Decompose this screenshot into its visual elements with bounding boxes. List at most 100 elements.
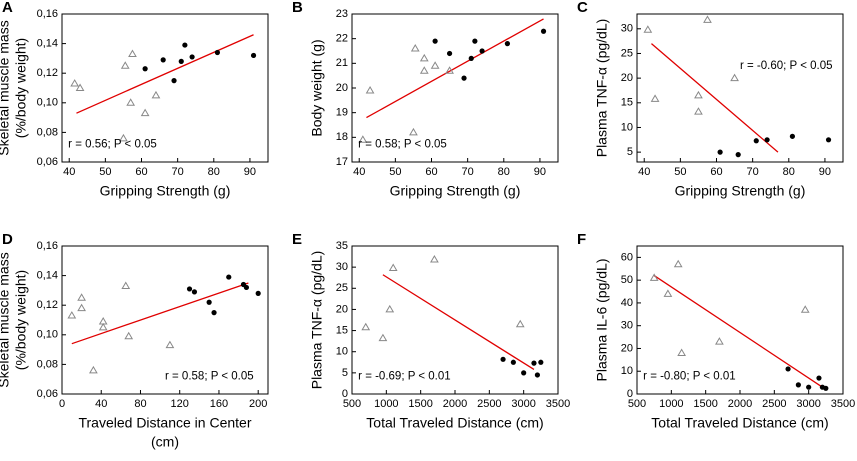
x-tick-label: 50	[389, 166, 401, 178]
triangle-point	[151, 90, 161, 99]
triangle-point	[515, 319, 525, 328]
circle-point	[823, 385, 829, 391]
y-tick-label: 5	[342, 367, 348, 379]
x-tick-label: 80	[498, 166, 510, 178]
x-tick-label: 2500	[762, 398, 786, 410]
y-tick-label: 30	[621, 320, 633, 332]
circle-point	[540, 28, 547, 34]
y-tick-label: 0,10	[37, 97, 58, 109]
triangle-point	[419, 66, 429, 74]
annotation: r = 0.56; P < 0.05	[68, 138, 157, 150]
annotation: r = -0.60; P < 0.05	[740, 60, 833, 72]
circle-point	[789, 133, 796, 139]
y-tick-label: 10	[336, 346, 348, 358]
annotation: r = 0.58; P < 0.05	[358, 138, 447, 150]
x-tick-label: 60	[425, 166, 437, 178]
triangle-point	[730, 73, 739, 82]
panel-letter: B	[292, 0, 303, 16]
circle-point	[142, 66, 148, 72]
x-axis-label: (cm)	[151, 434, 179, 450]
circle-point	[250, 52, 257, 59]
circle-point	[461, 75, 467, 81]
x-tick-label: 2000	[728, 398, 752, 410]
triangle-point	[365, 85, 375, 94]
y-tick-label: 50	[621, 274, 633, 286]
circle-point	[186, 286, 193, 292]
x-tick-label: 70	[747, 166, 759, 178]
y-tick-label: 5	[627, 146, 633, 158]
y-tick-label: 19	[336, 107, 348, 119]
circle-point	[735, 152, 741, 158]
y-tick-label: 10	[621, 365, 633, 377]
y-tick-label: 20	[621, 342, 633, 354]
y-tick-label: 20	[336, 82, 348, 94]
circle-point	[182, 42, 188, 48]
x-tick-label: 40	[63, 166, 75, 178]
y-tick-label: 10	[621, 121, 633, 133]
circle-point	[468, 55, 474, 62]
circle-point	[255, 290, 261, 296]
circle-point	[521, 370, 527, 376]
y-axis-label: Plasma IL-6 (pg/dL)	[594, 259, 610, 382]
circle-point	[510, 359, 516, 365]
panel: E 0 5 10 15 20 25 30 35 500 1000 1500 2000 2500 3000 35…	[292, 231, 570, 431]
triangle-point	[388, 263, 398, 271]
x-tick-label: 80	[208, 166, 220, 178]
triangle-point	[410, 44, 420, 52]
circle-point	[479, 48, 485, 54]
circle-point	[214, 49, 221, 56]
x-tick-label: 500	[628, 398, 646, 410]
triangle-point	[67, 311, 77, 319]
y-tick-label: 40	[621, 297, 633, 309]
x-tick-label: 60	[710, 166, 722, 178]
circle-point	[226, 274, 232, 280]
circle-point	[243, 284, 250, 291]
annotation: r = 0.58; P < 0.05	[165, 370, 254, 382]
y-tick-label: 0,06	[37, 156, 58, 168]
triangle-point	[165, 340, 175, 349]
x-tick-label: 120	[171, 398, 189, 410]
triangle-point	[677, 348, 687, 357]
circle-point	[206, 299, 212, 305]
panel-letter: F	[577, 231, 586, 248]
x-tick-label: 90	[534, 166, 546, 178]
circle-point	[472, 38, 478, 44]
fit-line	[71, 282, 249, 345]
circle-point	[189, 54, 195, 60]
triangle-point	[126, 98, 136, 106]
panel-letter: C	[577, 0, 588, 16]
triangle-point	[385, 304, 395, 313]
x-tick-label: 80	[134, 398, 146, 410]
circle-point	[785, 366, 791, 372]
fit-line	[651, 43, 779, 153]
y-axis-label: Skeletal muscle mass	[0, 20, 12, 155]
y-tick-label: 0,16	[37, 8, 58, 20]
x-tick-label: 90	[819, 166, 831, 178]
x-tick-label: 3000	[796, 398, 820, 410]
x-tick-label: 40	[353, 166, 365, 178]
panel: D 0,06 0,08 0,10 0,12 0,14 0,16 0 40 80 120 160 200 T…	[0, 231, 269, 450]
x-tick-label: 500	[343, 398, 361, 410]
circle-point	[753, 138, 759, 144]
y-tick-label: 0,14	[37, 38, 58, 50]
circle-point	[531, 360, 537, 366]
y-tick-label: 0,06	[37, 388, 58, 400]
y-tick-label: 0,12	[37, 299, 58, 311]
x-tick-label: 80	[783, 166, 795, 178]
x-axis-label: Gripping Strength (g)	[675, 183, 806, 199]
triangle-point	[75, 83, 85, 91]
triangle-point	[650, 94, 660, 102]
x-tick-label: 40	[638, 166, 650, 178]
triangle-point	[140, 108, 150, 117]
y-axis-label: Plasma TNF-α (pg/dL)	[594, 19, 610, 158]
x-tick-label: 3500	[546, 398, 570, 410]
y-tick-label: 0,16	[37, 240, 58, 252]
y-tick-label: 0	[342, 388, 348, 400]
triangle-point	[673, 259, 683, 268]
triangle-point	[419, 53, 429, 62]
triangle-point	[800, 305, 810, 313]
triangle-point	[70, 79, 80, 87]
triangle-point	[649, 273, 659, 281]
y-tick-label: 35	[336, 240, 348, 252]
annotation: r = -0.69; P < 0.01	[358, 370, 451, 382]
